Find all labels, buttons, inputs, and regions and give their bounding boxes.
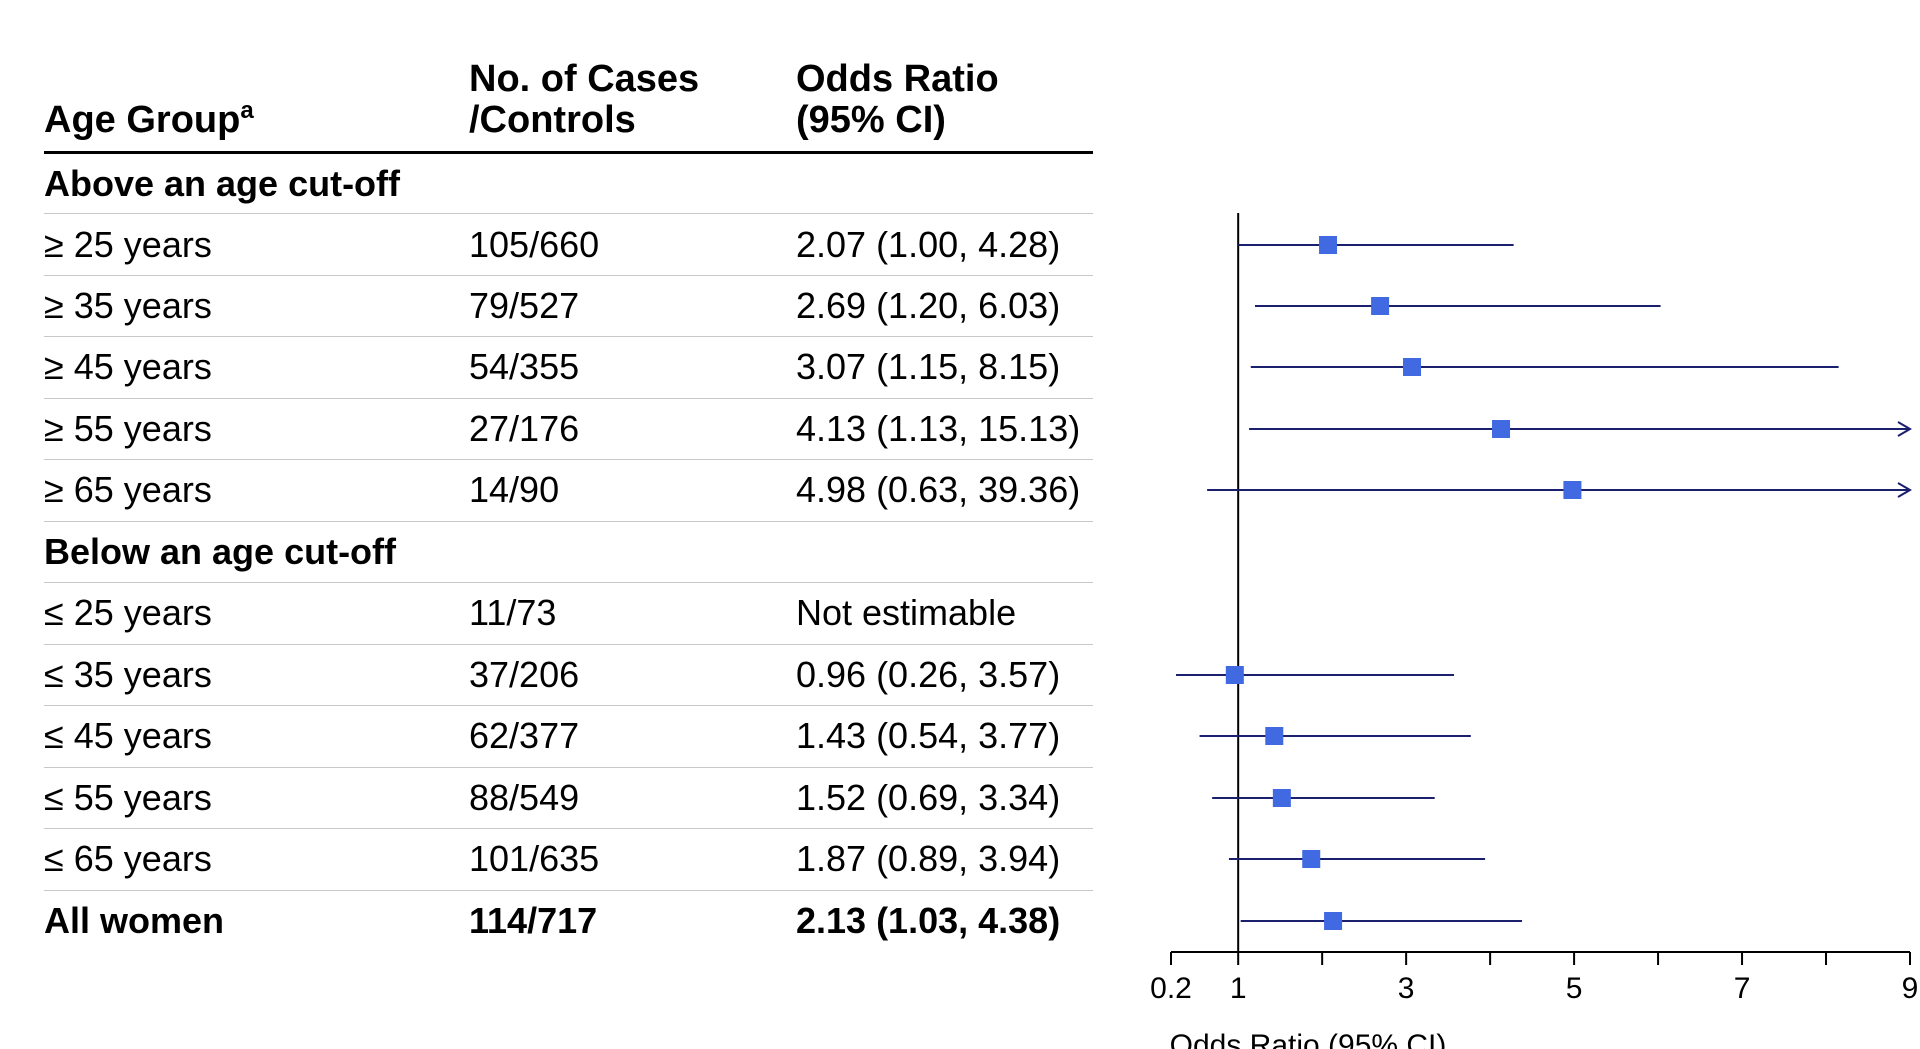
- row-group: ≤ 65 years: [44, 838, 212, 879]
- header-age-group-label: Age Group: [44, 99, 241, 141]
- row-cases: 88/549: [469, 777, 580, 818]
- or-marker: [1563, 481, 1582, 499]
- or-marker: [1324, 912, 1343, 930]
- row-group: ≤ 45 years: [44, 715, 212, 756]
- row-or: 2.07 (1.00, 4.28): [796, 224, 1061, 265]
- row-divider: [44, 459, 1093, 460]
- or-marker: [1371, 297, 1390, 315]
- row-or: 2.69 (1.20, 6.03): [796, 285, 1061, 326]
- or-marker: [1272, 789, 1291, 807]
- row-group: ≥ 55 years: [44, 408, 212, 449]
- row-divider: [44, 275, 1093, 276]
- row-divider: [44, 336, 1093, 337]
- row-or-total: 2.13 (1.03, 4.38): [796, 900, 1061, 941]
- header-cases-line1: No. of Cases: [469, 58, 700, 100]
- row-group-total: All women: [44, 900, 225, 941]
- row-group: ≥ 25 years: [44, 224, 212, 265]
- row-cases: 11/73: [469, 592, 557, 633]
- section-above-label: Above an age cut-off: [44, 163, 401, 204]
- row-divider: [44, 767, 1093, 768]
- x-tick-label: 1: [1230, 972, 1247, 1005]
- row-or: Not estimable: [796, 592, 1017, 633]
- or-marker: [1265, 727, 1284, 745]
- row-divider: [44, 213, 1093, 214]
- row-or: 4.13 (1.13, 15.13): [796, 408, 1081, 449]
- header-cases-line2: /Controls: [469, 99, 636, 141]
- row-divider: [44, 705, 1093, 706]
- row-cases: 79/527: [469, 285, 580, 326]
- row-or: 4.98 (0.63, 39.36): [796, 469, 1081, 510]
- row-or: 1.87 (0.89, 3.94): [796, 838, 1061, 879]
- header-age-group: Age Groupa: [44, 97, 254, 141]
- row-divider: [44, 890, 1093, 891]
- or-marker: [1403, 358, 1422, 376]
- header-or-line1: Odds Ratio: [796, 58, 999, 100]
- row-cases: 14/90: [469, 469, 560, 510]
- row-cases: 54/355: [469, 346, 580, 387]
- row-cases: 62/377: [469, 715, 580, 756]
- row-cases: 105/660: [469, 224, 600, 265]
- row-divider: [44, 644, 1093, 645]
- or-marker: [1225, 666, 1244, 684]
- row-cases-total: 114/717: [469, 900, 598, 941]
- row-divider: [44, 582, 1093, 583]
- row-group: ≤ 25 years: [44, 592, 212, 633]
- row-cases: 27/176: [469, 408, 580, 449]
- x-tick-label: 0.2: [1150, 972, 1192, 1005]
- row-divider: [44, 828, 1093, 829]
- row-group: ≥ 35 years: [44, 285, 212, 326]
- row-divider: [44, 398, 1093, 399]
- row-cases: 101/635: [469, 838, 600, 879]
- row-or: 3.07 (1.15, 8.15): [796, 346, 1061, 387]
- row-group: ≤ 35 years: [44, 654, 212, 695]
- row-group: ≥ 65 years: [44, 469, 212, 510]
- row-group: ≤ 55 years: [44, 777, 212, 818]
- row-or: 1.43 (0.54, 3.77): [796, 715, 1061, 756]
- or-marker: [1319, 236, 1338, 254]
- x-tick-label: 9: [1902, 972, 1919, 1005]
- row-or: 0.96 (0.26, 3.57): [796, 654, 1061, 695]
- x-tick-label: 5: [1566, 972, 1583, 1005]
- section-below-label: Below an age cut-off: [44, 531, 397, 572]
- x-axis-title: Odds Ratio (95% CI): [1170, 1029, 1447, 1049]
- header-footnote-marker: a: [240, 97, 254, 124]
- or-marker: [1302, 850, 1321, 868]
- row-divider: [44, 521, 1093, 522]
- ci-arrow: [1897, 421, 1912, 437]
- x-tick-label: 7: [1734, 972, 1751, 1005]
- header-or-line2: (95% CI): [796, 99, 946, 141]
- header-rule: [44, 151, 1093, 154]
- or-marker: [1492, 420, 1511, 438]
- x-tick-label: 3: [1398, 972, 1415, 1005]
- row-or: 1.52 (0.69, 3.34): [796, 777, 1061, 818]
- ci-arrow: [1897, 482, 1912, 498]
- row-cases: 37/206: [469, 654, 580, 695]
- row-group: ≥ 45 years: [44, 346, 212, 387]
